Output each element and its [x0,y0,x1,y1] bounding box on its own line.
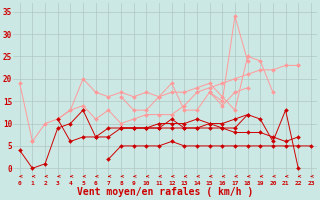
X-axis label: Vent moyen/en rafales ( km/h ): Vent moyen/en rafales ( km/h ) [77,187,253,197]
